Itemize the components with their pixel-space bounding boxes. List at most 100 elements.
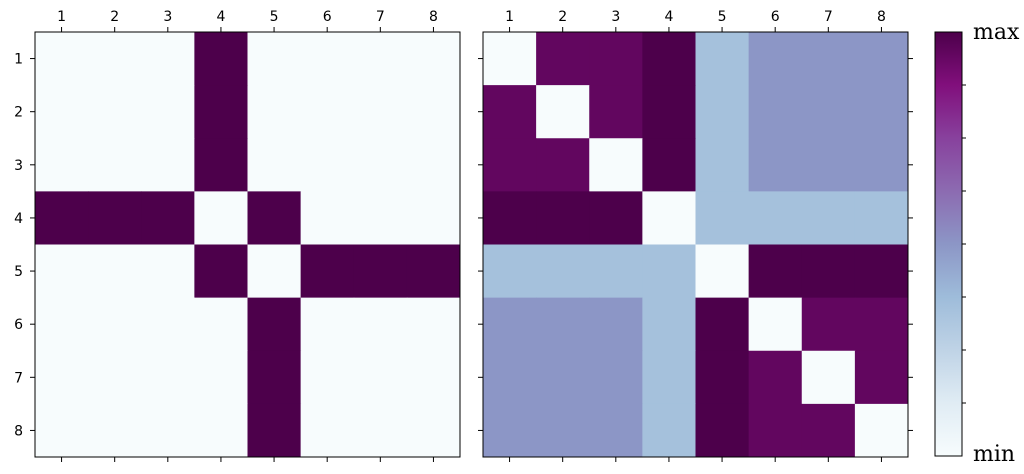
heatmap-cell-left-r7-c6 bbox=[300, 350, 355, 405]
heatmap-cell-left-r8-c2 bbox=[88, 403, 142, 458]
heatmap-cell-right-r4-c8 bbox=[854, 191, 909, 245]
heatmap-cell-right-r3-c6 bbox=[748, 138, 803, 192]
heatmap-cell-right-r4-c2 bbox=[536, 191, 590, 245]
heatmap-cell-left-r5-c8 bbox=[406, 244, 461, 299]
heatmap-cell-left-r6-c1 bbox=[35, 297, 89, 352]
heatmap-cell-right-r5-c7 bbox=[801, 244, 856, 299]
x-tick-label-left: 2 bbox=[110, 9, 119, 25]
x-tick-label-left: 7 bbox=[376, 9, 385, 25]
heatmap-cell-right-r8-c2 bbox=[536, 403, 590, 458]
plot-frame-right bbox=[482, 31, 909, 458]
colorbar-ticks bbox=[962, 84, 966, 404]
heatmap-cell-left-r4-c2 bbox=[88, 191, 142, 245]
y-tick-label-left: 4 bbox=[14, 211, 23, 227]
heatmap-cell-left-r6-c7 bbox=[353, 297, 408, 352]
x-tick-label-right: 8 bbox=[877, 9, 886, 25]
heatmap-cell-left-r6-c8 bbox=[406, 297, 461, 352]
heatmap-cell-left-r7-c7 bbox=[353, 350, 408, 405]
heatmap-cell-left-r4-c1 bbox=[35, 191, 89, 245]
x-tick-label-right: 6 bbox=[771, 9, 780, 25]
heatmap-cell-left-r8-c8 bbox=[406, 403, 461, 458]
heatmap-cell-right-r5-c6 bbox=[748, 244, 803, 299]
colorbar-min-label: min bbox=[973, 442, 1015, 467]
heatmap-cell-right-r1-c3 bbox=[589, 32, 643, 86]
heatmap-cell-left-r2-c3 bbox=[141, 85, 195, 139]
heatmap-cell-left-r7-c1 bbox=[35, 350, 89, 405]
heatmap-cell-right-r6-c6 bbox=[748, 297, 803, 352]
heatmap-cell-left-r1-c3 bbox=[141, 32, 195, 86]
heatmap-cell-left-r1-c6 bbox=[300, 32, 355, 86]
heatmap-cell-left-r3-c6 bbox=[300, 138, 355, 192]
heatmap-left-panel: 1 2 3 4 5 6 7 8 1 2 3 4 5 6 7 8 bbox=[14, 9, 461, 462]
heatmap-cell-left-r7-c3 bbox=[141, 350, 195, 405]
heatmap-cell-right-r6-c5 bbox=[695, 297, 750, 352]
heatmap-cell-left-r5-c7 bbox=[353, 244, 408, 299]
heatmap-cell-left-r1-c1 bbox=[35, 32, 89, 86]
heatmap-cell-left-r3-c8 bbox=[406, 138, 461, 192]
x-tick-label-right: 7 bbox=[824, 9, 833, 25]
heatmap-cell-right-r7-c6 bbox=[748, 350, 803, 405]
y-tick-label-left: 3 bbox=[14, 158, 23, 174]
y-tick-label-left: 8 bbox=[14, 423, 23, 439]
heatmap-cell-left-r1-c8 bbox=[406, 32, 461, 86]
x-tick-label-left: 8 bbox=[429, 9, 438, 25]
heatmap-cell-left-r6-c4 bbox=[194, 297, 248, 352]
heatmap-cell-right-r7-c4 bbox=[642, 350, 696, 405]
heatmap-cell-right-r2-c6 bbox=[748, 85, 803, 139]
heatmap-cell-right-r6-c7 bbox=[801, 297, 856, 352]
heatmap-cell-right-r3-c1 bbox=[483, 138, 537, 192]
heatmap-cell-left-r8-c1 bbox=[35, 403, 89, 458]
heatmap-cell-left-r2-c2 bbox=[88, 85, 142, 139]
heatmap-cell-right-r6-c4 bbox=[642, 297, 696, 352]
heatmap-cell-right-r6-c2 bbox=[536, 297, 590, 352]
heatmap-cell-left-r3-c4 bbox=[194, 138, 248, 192]
heatmap-cell-left-r7-c5 bbox=[247, 350, 302, 405]
heatmap-cell-right-r3-c4 bbox=[642, 138, 696, 192]
heatmap-cell-right-r8-c6 bbox=[748, 403, 803, 458]
heatmap-cell-right-r6-c3 bbox=[589, 297, 643, 352]
heatmap-cell-right-r1-c5 bbox=[695, 32, 750, 86]
heatmap-cell-right-r2-c3 bbox=[589, 85, 643, 139]
heatmap-cell-right-r4-c4 bbox=[642, 191, 696, 245]
heatmap-cell-left-r2-c6 bbox=[300, 85, 355, 139]
heatmap-cell-left-r3-c3 bbox=[141, 138, 195, 192]
x-tick-label-left: 1 bbox=[57, 9, 66, 25]
heatmap-cell-right-r1-c2 bbox=[536, 32, 590, 86]
heatmap-cell-left-r5-c4 bbox=[194, 244, 248, 299]
heatmap-cell-right-r7-c3 bbox=[589, 350, 643, 405]
heatmap-cell-right-r7-c5 bbox=[695, 350, 750, 405]
heatmap-cell-right-r8-c7 bbox=[801, 403, 856, 458]
heatmap-cell-left-r5-c3 bbox=[141, 244, 195, 299]
heatmap-cell-left-r5-c6 bbox=[300, 244, 355, 299]
heatmap-cell-left-r1-c5 bbox=[247, 32, 302, 86]
heatmap-cell-left-r4-c3 bbox=[141, 191, 195, 245]
heatmap-cell-left-r6-c2 bbox=[88, 297, 142, 352]
heatmap-cell-left-r3-c1 bbox=[35, 138, 89, 192]
heatmap-cell-right-r3-c3 bbox=[589, 138, 643, 192]
y-tick-label-left: 2 bbox=[14, 105, 23, 121]
heatmap-cell-right-r3-c2 bbox=[536, 138, 590, 192]
heatmap-cell-right-r4-c3 bbox=[589, 191, 643, 245]
heatmap-cell-left-r7-c8 bbox=[406, 350, 461, 405]
heatmap-cell-left-r8-c7 bbox=[353, 403, 408, 458]
heatmap-cell-right-r6-c1 bbox=[483, 297, 537, 352]
heatmap-cell-right-r7-c1 bbox=[483, 350, 537, 405]
x-tick-label-right: 2 bbox=[558, 9, 567, 25]
heatmap-cell-right-r5-c1 bbox=[483, 244, 537, 299]
heatmap-cell-left-r8-c6 bbox=[300, 403, 355, 458]
heatmap-cell-left-r5-c2 bbox=[88, 244, 142, 299]
heatmap-cell-left-r4-c5 bbox=[247, 191, 302, 245]
heatmap-cell-left-r7-c4 bbox=[194, 350, 248, 405]
heatmap-cell-left-r4-c4 bbox=[194, 191, 248, 245]
heatmap-cell-left-r4-c7 bbox=[353, 191, 408, 245]
heatmap-cell-right-r1-c8 bbox=[854, 32, 909, 86]
x-tick-label-right: 4 bbox=[664, 9, 673, 25]
heatmap-cell-left-r2-c7 bbox=[353, 85, 408, 139]
heatmap-cell-right-r2-c1 bbox=[483, 85, 537, 139]
heatmap-cell-left-r6-c6 bbox=[300, 297, 355, 352]
heatmap-cell-right-r4-c6 bbox=[748, 191, 803, 245]
x-tick-label-right: 3 bbox=[611, 9, 620, 25]
heatmap-cell-left-r5-c1 bbox=[35, 244, 89, 299]
colorbar: max min bbox=[934, 20, 1020, 467]
